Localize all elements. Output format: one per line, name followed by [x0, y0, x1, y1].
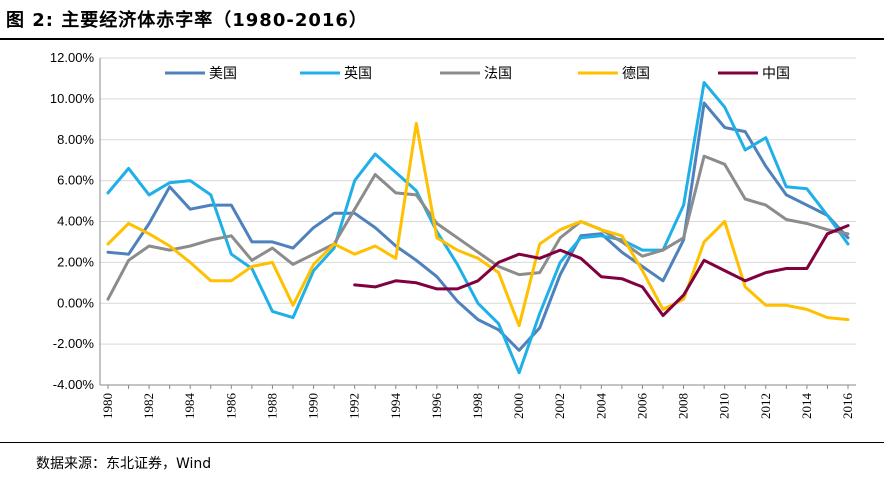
- x-tick-label: 1996: [429, 393, 444, 420]
- axes: [99, 58, 856, 389]
- legend-label: 美国: [209, 66, 237, 82]
- x-tick-label: 2004: [593, 393, 608, 420]
- deficit-line-chart: -4.00% -2.00% 0.00% 2.00% 4.00% 6.00% 8.00% 10.…: [50, 50, 856, 420]
- series-line: [106, 81, 850, 375]
- footer-rule: [0, 442, 884, 443]
- series-line: [106, 121, 850, 328]
- x-tick-label: 2000: [511, 393, 526, 419]
- y-tick-label: 2.00%: [57, 254, 94, 269]
- y-tick-label: 10.00%: [50, 91, 95, 106]
- series-lines: [106, 81, 850, 375]
- series-line: [106, 101, 850, 352]
- legend-label: 法国: [484, 66, 512, 82]
- y-tick-labels: -4.00% -2.00% 0.00% 2.00% 4.00% 6.00% 8.00% 10.…: [50, 50, 95, 392]
- x-tick-label: 2006: [634, 393, 649, 420]
- y-tick-label: -4.00%: [53, 377, 95, 392]
- y-tick-label: 12.00%: [50, 50, 95, 65]
- title-rule: [0, 38, 884, 40]
- x-tick-label: 1998: [470, 393, 485, 419]
- legend: 美国 英国 法国 德国 中国: [165, 65, 790, 82]
- y-gridlines: [100, 57, 856, 386]
- x-tick-label: 1988: [264, 393, 279, 419]
- x-tick-label: 1986: [223, 393, 238, 420]
- x-tick-label: 1980: [100, 393, 115, 419]
- x-tick-label: 1990: [306, 393, 321, 419]
- source-note: 数据来源：东北证券，Wind: [36, 456, 212, 472]
- y-tick-label: 8.00%: [57, 132, 94, 147]
- legend-label: 德国: [622, 66, 650, 82]
- x-tick-label: 2010: [717, 393, 732, 419]
- series-line: [353, 224, 850, 317]
- y-tick-label: 0.00%: [57, 295, 94, 310]
- x-tick-label: 2012: [758, 393, 773, 419]
- y-tick-label: 4.00%: [57, 214, 94, 229]
- y-tick-label: 6.00%: [57, 173, 94, 188]
- x-tick-label: 2002: [552, 393, 567, 419]
- series-line: [106, 154, 850, 301]
- y-tick-label: -2.00%: [53, 336, 95, 351]
- x-tick-label: 2014: [799, 393, 814, 420]
- x-tick-label: 1992: [347, 393, 362, 419]
- x-tick-label: 2008: [676, 393, 691, 419]
- figure-title: 图 2: 主要经济体赤字率（1980-2016）: [6, 10, 368, 31]
- legend-label: 中国: [762, 66, 790, 82]
- x-tick-label: 2016: [840, 393, 855, 420]
- x-tick-label: 1984: [182, 393, 197, 420]
- legend-label: 英国: [344, 65, 372, 82]
- x-tick-label: 1994: [388, 393, 403, 420]
- x-tick-label: 1982: [141, 393, 156, 419]
- x-tick-labels: 1980 1982 1984 1986 1988 1990 1992 1994 1996 1998…: [100, 393, 855, 420]
